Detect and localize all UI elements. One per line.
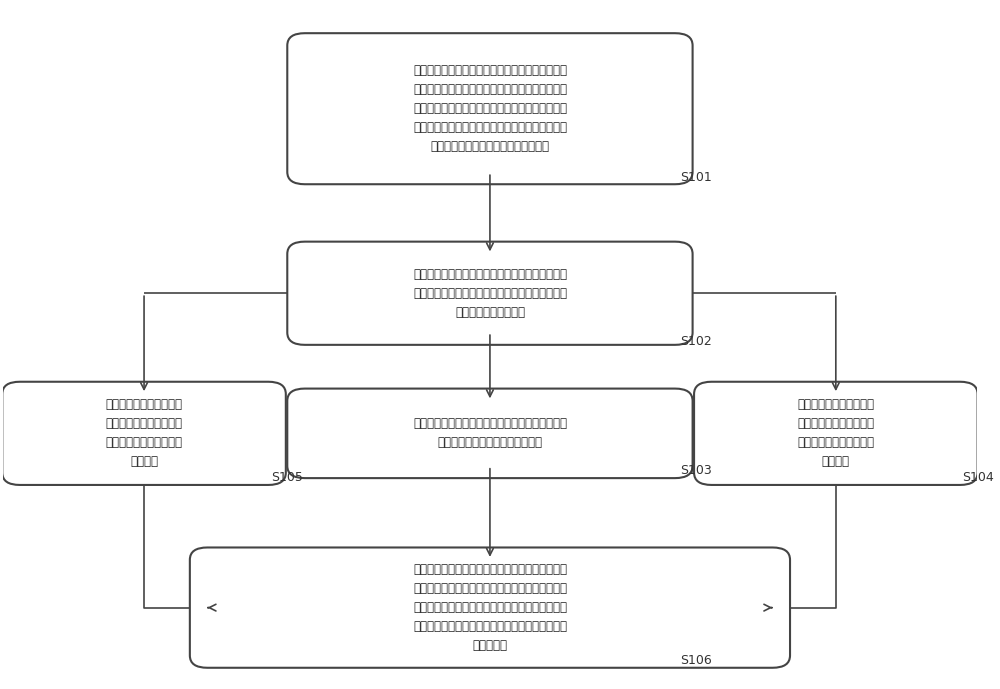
Text: 基于所述初始近地表速度
场，对所述射线稀疏区域
内的网格的速度进行第二
修正处理: 基于所述初始近地表速度 场，对所述射线稀疏区域 内的网格的速度进行第二 修正处理 — [797, 398, 874, 469]
Text: S105: S105 — [271, 471, 303, 484]
Text: 获取目的工区的初至波数据，根据所述初至波数据
，确定所述目的工区的预设网格模型的横向边界区
域和射线稀疏区域，以及所述目的工区的初始近地
表速度场；所述初至波数: 获取目的工区的初至波数据，根据所述初至波数据 ，确定所述目的工区的预设网格模型的… — [413, 64, 567, 153]
Text: 根据所述预设网格模型的横向边界区域和射线稀疏
区域，以及所述初至波射线数据，确定所述预设网
格模型的垂直边界区域: 根据所述预设网格模型的横向边界区域和射线稀疏 区域，以及所述初至波射线数据，确定… — [413, 268, 567, 319]
FancyBboxPatch shape — [287, 33, 693, 184]
Text: 根据所述第一修正处理后的横向边界区域内的网格
的速度、所述第二修正处理后的射线稀疏区域内的
网格的速度，以及所述第三修正处理后的垂直边界
区域内的网格的速度，确: 根据所述第一修正处理后的横向边界区域内的网格 的速度、所述第二修正处理后的射线稀… — [413, 563, 567, 652]
FancyBboxPatch shape — [694, 382, 978, 485]
Text: 基于所述初始近地表速度场，对所述横向边界区域
内的网格的速度进行第一修正处理: 基于所述初始近地表速度场，对所述横向边界区域 内的网格的速度进行第一修正处理 — [413, 418, 567, 449]
FancyBboxPatch shape — [2, 382, 286, 485]
FancyBboxPatch shape — [287, 242, 693, 344]
FancyBboxPatch shape — [287, 389, 693, 478]
Text: 基于所述初始近地表速度
场，对所述垂直边界区域
内的网格的速度进行第三
修正处理: 基于所述初始近地表速度 场，对所述垂直边界区域 内的网格的速度进行第三 修正处理 — [106, 398, 183, 469]
FancyBboxPatch shape — [190, 548, 790, 668]
Text: S102: S102 — [680, 335, 712, 347]
Text: S106: S106 — [680, 654, 712, 667]
Text: S104: S104 — [962, 471, 994, 484]
Text: S103: S103 — [680, 464, 712, 477]
Text: S101: S101 — [680, 171, 712, 183]
